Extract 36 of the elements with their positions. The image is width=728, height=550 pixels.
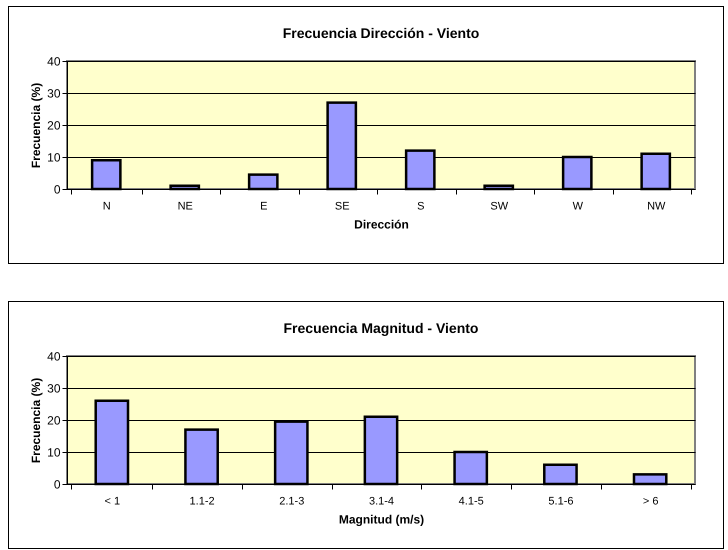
x-tick-label: > 6	[642, 496, 658, 508]
bar	[169, 184, 200, 190]
x-tick-label: E	[260, 200, 268, 212]
x-axis-title: Dirección	[354, 218, 409, 232]
bar	[483, 184, 514, 190]
x-tick-label: 2.1-3	[279, 496, 304, 508]
chart-title: Frecuencia Magnitud - Viento	[284, 320, 478, 336]
x-tick-label: SW	[490, 200, 509, 212]
bar	[543, 464, 578, 486]
y-tick-label: 30	[47, 86, 61, 100]
y-tick-label: 40	[47, 350, 61, 364]
x-axis-title: Magnitud (m/s)	[338, 512, 424, 526]
bar	[248, 173, 279, 190]
y-tick-label: 10	[47, 150, 61, 164]
y-tick-label: 0	[54, 182, 61, 196]
x-tick-label: NW	[647, 200, 666, 212]
y-axis-title: Frecuencia (%)	[29, 82, 44, 168]
x-tick-label: N	[102, 200, 111, 212]
x-tick-label: 5.1-6	[548, 496, 574, 508]
y-tick-label: 30	[47, 382, 61, 396]
x-tick-label: S	[417, 200, 424, 212]
y-tick-label: 20	[47, 414, 61, 428]
x-tick-label: < 1	[104, 496, 120, 508]
x-tick-label: 4.1-5	[458, 496, 484, 508]
y-tick-label: 20	[47, 118, 61, 132]
y-tick-label: 40	[47, 54, 61, 68]
y-tick-label: 0	[54, 478, 61, 492]
bar	[632, 473, 668, 486]
x-tick-label: 3.1-4	[368, 496, 394, 508]
chart-title: Frecuencia Dirección - Viento	[282, 25, 480, 41]
x-tick-label: 1.1-2	[190, 496, 215, 508]
x-tick-label: W	[572, 200, 584, 212]
x-tick-label: NE	[178, 200, 193, 212]
x-tick-label: SE	[334, 200, 350, 212]
y-tick-label: 10	[47, 446, 61, 460]
y-axis-title: Frecuencia (%)	[29, 378, 44, 464]
